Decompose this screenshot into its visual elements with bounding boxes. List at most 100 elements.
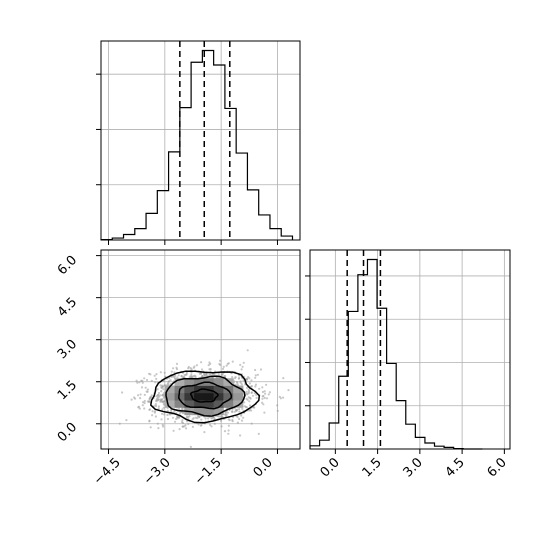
scatter-point: [161, 385, 164, 388]
density-cell: [223, 400, 234, 408]
scatter-point: [257, 432, 260, 435]
y-tick-label: 3.0: [55, 337, 80, 362]
scatter-point: [170, 410, 173, 413]
scatter-point: [141, 404, 144, 407]
scatter-point: [173, 420, 177, 423]
scatter-point: [268, 391, 271, 394]
density-cell: [164, 392, 175, 401]
scatter-point: [139, 397, 142, 400]
scatter-point: [218, 362, 221, 366]
panel-marginal-x: [96, 40, 301, 245]
scatter-point: [192, 375, 195, 378]
y-tick-label: 4.5: [55, 295, 80, 320]
scatter-point: [190, 376, 193, 379]
scatter-point: [194, 416, 197, 419]
scatter-point: [151, 410, 154, 413]
scatter-point: [254, 374, 257, 377]
scatter-point: [145, 378, 149, 382]
scatter-point: [254, 376, 257, 379]
scatter-point: [250, 385, 253, 388]
density-cell: [203, 407, 215, 416]
scatter-point: [227, 362, 230, 365]
scatter-point: [239, 434, 242, 437]
scatter-point: [125, 419, 128, 422]
scatter-point: [156, 396, 159, 399]
scatter-point: [231, 418, 234, 422]
scatter-point: [143, 407, 146, 410]
scatter-point: [211, 372, 214, 376]
density-contour: [190, 388, 219, 403]
scatter-point: [162, 396, 166, 399]
scatter-point: [213, 422, 216, 425]
scatter-point: [167, 380, 170, 383]
scatter-point: [157, 405, 160, 408]
scatter-point: [157, 393, 160, 397]
scatter-point: [254, 368, 257, 372]
density-cell: [203, 400, 215, 408]
scatter-point: [145, 390, 148, 393]
scatter-point: [248, 404, 252, 407]
scatter-point: [175, 366, 178, 369]
scatter-point: [161, 394, 164, 397]
scatter-point: [207, 417, 210, 420]
scatter-point: [258, 387, 261, 390]
density-contour: [178, 381, 233, 410]
scatter-point: [191, 418, 194, 421]
y-tick-label: 0.0: [55, 420, 80, 445]
scatter-point: [205, 372, 208, 375]
y-tick-label: 6.0: [55, 253, 80, 278]
scatter-point: [240, 419, 244, 422]
scatter-point: [143, 393, 146, 396]
scatter-point: [255, 393, 258, 396]
density-contour: [165, 375, 246, 417]
scatter-point: [251, 394, 255, 397]
scatter-point: [250, 409, 253, 412]
scatter-point: [200, 418, 203, 421]
histogram-step: [100, 49, 294, 241]
scatter-point: [227, 424, 230, 427]
scatter-point: [256, 373, 259, 376]
scatter-point: [146, 400, 149, 403]
axes-frame: [309, 249, 511, 450]
density-cell: [194, 392, 205, 401]
scatter-point: [166, 409, 169, 412]
scatter-point: [185, 416, 188, 419]
scatter-point: [181, 425, 185, 428]
scatter-point: [242, 416, 245, 419]
scatter-point: [276, 409, 279, 412]
scatter-point: [185, 371, 188, 374]
scatter-point: [226, 411, 230, 414]
density-contour: [149, 370, 261, 424]
scatter-point: [178, 428, 181, 431]
scatter-point: [154, 403, 157, 406]
scatter-point: [250, 379, 253, 382]
scatter-point: [160, 390, 163, 393]
density-cell: [184, 400, 195, 408]
scatter-point: [276, 404, 279, 407]
scatter-point: [136, 381, 139, 384]
scatter-point: [240, 383, 243, 386]
scatter-point: [250, 391, 253, 394]
panel-marginal-y: [305, 249, 511, 454]
x-tick-labels-right: 0.0 1.5 3.0 4.5 6.0: [318, 455, 510, 480]
scatter-point: [282, 396, 285, 399]
scatter-point: [203, 375, 206, 378]
scatter-point: [173, 410, 176, 413]
density-cell: [233, 392, 244, 401]
scatter-point: [241, 407, 244, 410]
density-cell: [223, 392, 234, 401]
scatter-point: [160, 418, 163, 421]
scatter-point: [156, 388, 159, 391]
histogram-step: [309, 258, 483, 450]
scatter-point: [261, 390, 264, 394]
scatter-point: [183, 373, 186, 377]
scatter-point: [159, 371, 162, 374]
scatter-point: [146, 388, 149, 391]
scatter-point: [209, 423, 212, 426]
scatter-point: [261, 401, 264, 404]
density-cell: [213, 385, 224, 394]
scatter-point: [155, 373, 158, 376]
scatter-point: [162, 388, 165, 391]
scatter-point: [190, 368, 193, 371]
scatter-point: [161, 412, 164, 415]
